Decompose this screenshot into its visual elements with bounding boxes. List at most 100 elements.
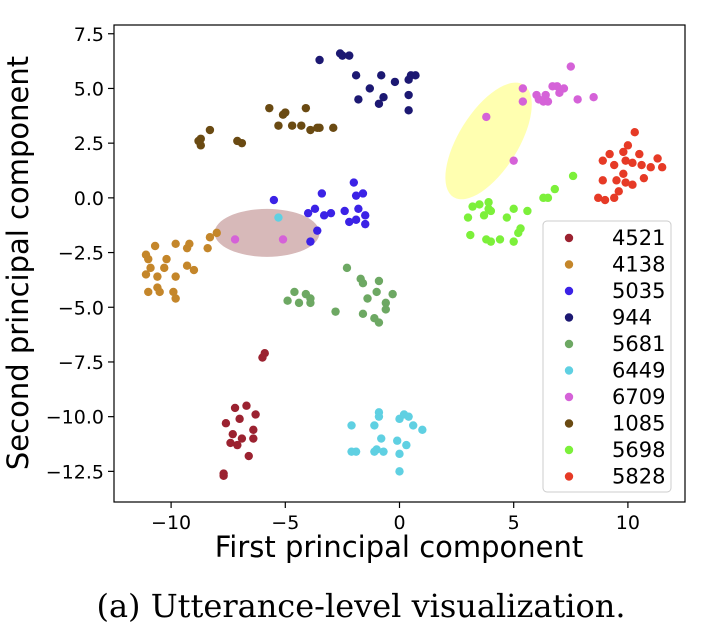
point-6449 [370,421,379,430]
point-6709 [278,235,288,244]
point-944 [404,106,413,115]
y-tick-label: 7.5 [74,24,104,46]
point-5828 [600,195,610,205]
y-tick-label: −2.5 [58,243,104,265]
point-4138 [155,287,164,297]
point-6449 [347,447,356,456]
point-944 [345,51,354,60]
legend-label-5681: 5681 [612,332,665,356]
point-5035 [303,208,313,218]
point-5035 [354,204,363,213]
point-944 [365,84,375,93]
point-5828 [619,147,628,157]
figure-caption: (a) Utterance-level visualization. [96,587,626,625]
point-5828 [637,160,646,170]
legend-label-6449: 6449 [612,359,665,383]
point-5681 [331,307,340,316]
point-4138 [144,287,153,297]
point-5681 [358,309,368,319]
point-5681 [290,287,299,297]
point-4138 [171,294,180,303]
point-4138 [182,261,192,270]
point-5681 [294,298,304,308]
point-5828 [639,173,649,183]
point-6449 [395,449,404,459]
point-6709 [589,93,598,102]
legend-marker-4138 [564,260,574,269]
point-5698 [484,198,493,207]
y-tick-label: −7.5 [58,352,104,374]
point-944 [390,77,400,87]
point-5698 [509,237,518,246]
point-5681 [342,263,352,273]
point-5698 [486,237,496,246]
point-5681 [374,318,384,327]
point-944 [404,90,413,100]
point-5698 [539,193,548,203]
point-944 [374,99,384,108]
point-5828 [612,176,621,185]
point-5035 [358,189,368,198]
legend-marker-5698 [564,445,574,455]
point-5698 [514,228,523,238]
legend-label-5035: 5035 [612,279,665,303]
point-6449 [393,436,402,445]
point-5828 [621,178,630,187]
point-5828 [598,176,607,185]
point-5698 [475,200,484,209]
point-944 [351,71,361,80]
point-6709 [555,88,564,98]
highlight-ellipse-1 [445,82,532,200]
x-tick-label: −5 [271,512,299,534]
point-4138 [153,272,162,281]
legend-label-4138: 4138 [612,253,665,277]
y-tick-label: 0.0 [74,188,104,210]
legend-marker-4521 [564,233,574,243]
highlight-ellipses [214,82,532,257]
scatter-points [141,49,667,480]
point-5828 [609,193,619,203]
point-1085 [194,136,203,146]
point-5828 [594,193,603,203]
point-4521 [230,403,240,413]
point-6709 [566,62,575,71]
point-5681 [372,287,381,297]
y-tick-label: −10.0 [46,407,104,429]
point-5828 [630,128,639,137]
point-5698 [466,230,475,240]
point-4138 [150,241,160,251]
point-6709 [518,84,528,93]
point-6449 [374,412,384,421]
legend-marker-5681 [564,339,574,349]
point-5828 [628,158,637,168]
point-6709 [518,97,528,106]
point-5035 [361,211,370,220]
point-5698 [486,206,496,216]
point-5698 [568,171,578,181]
x-tick-label: 5 [508,512,520,534]
point-4521 [244,451,253,461]
point-944 [404,75,413,84]
point-5698 [502,213,512,222]
point-5828 [635,149,644,159]
legend-marker-5828 [564,472,574,481]
x-axis-label: First principal component [215,530,584,564]
point-5681 [363,294,372,303]
legend-label-4521: 4521 [612,226,665,250]
point-5035 [349,178,359,187]
point-1085 [278,110,288,119]
point-4521 [226,438,235,448]
x-axis-ticks: −10 −5 0 5 10 [151,502,640,534]
point-944 [354,95,363,104]
point-1085 [287,121,297,130]
point-4138 [162,254,171,264]
point-6709 [230,235,240,244]
point-4138 [205,233,215,242]
point-4138 [146,263,155,273]
point-1085 [265,103,274,113]
point-6449 [379,447,388,456]
point-1085 [329,123,338,133]
y-axis-label: Second principal component [1,56,35,470]
point-5035 [310,204,320,213]
point-6449 [377,434,386,443]
